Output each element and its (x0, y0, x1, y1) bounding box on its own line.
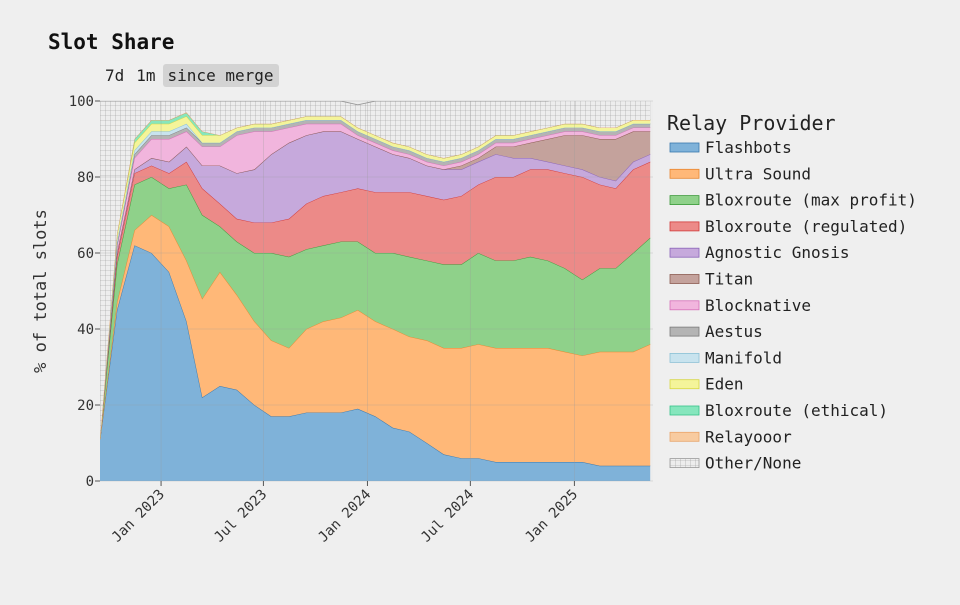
legend-swatch-bloxroute-ethical (669, 405, 700, 416)
x-tick-label: Jan 2025 (522, 487, 581, 546)
area-ultra-sound (100, 215, 651, 466)
y-tick-label: 60 (77, 246, 94, 262)
legend-swatch-other-none (669, 458, 700, 469)
legend-swatch-aestus (669, 326, 700, 337)
legend-swatch-ultra-sound (669, 168, 700, 179)
gridlines (100, 100, 653, 482)
legend-swatch-relayooor (669, 431, 700, 442)
y-axis-title: % of total slots (31, 209, 51, 373)
x-axis: Jan 2023 Jul 2023 Jan 2024 Jul 2024 Jan 2025 (109, 481, 581, 546)
legend-label-flashbots: Flashbots (705, 138, 792, 157)
area-bloxroute-regulated (100, 161, 651, 440)
legend-label-blocknative: Blocknative (705, 296, 811, 315)
legend-label-bloxroute-max-profit: Bloxroute (max profit) (705, 191, 917, 210)
legend-swatch-bloxroute-max-profit (669, 195, 700, 206)
legend-label-other-none: Other/None (705, 454, 801, 473)
area-flashbots (100, 245, 651, 481)
range-tabs: 7d 1m since merge (100, 64, 279, 87)
legend-swatch-bloxroute-regulated (669, 221, 700, 232)
legend-label-relayooor: Relayooor (705, 427, 792, 446)
legend-label-eden: Eden (705, 375, 744, 394)
legend-swatch-flashbots (669, 142, 700, 153)
legend-label-bloxroute-ethical: Bloxroute (ethical) (705, 401, 888, 420)
area-layers (100, 101, 651, 481)
x-tick-label: Jul 2023 (211, 487, 270, 546)
range-tab-1m[interactable]: 1m (136, 66, 156, 85)
x-tick-label: Jan 2024 (315, 487, 374, 546)
chart-title: Slot Share (48, 30, 175, 54)
y-tick-label: 0 (86, 474, 94, 490)
legend-label-bloxroute-regulated: Bloxroute (regulated) (705, 217, 907, 236)
legend-swatch-manifold (669, 352, 700, 363)
legend-label-agnostic-gnosis: Agnostic Gnosis (705, 243, 850, 262)
legend-title: Relay Provider (667, 111, 836, 135)
legend-swatch-agnostic-gnosis (669, 247, 700, 258)
legend-swatch-blocknative (669, 300, 700, 311)
area-titan (100, 131, 651, 440)
legend-label-aestus: Aestus (705, 322, 763, 341)
x-tick-label: Jan 2023 (109, 487, 168, 546)
range-tab-since-merge[interactable]: since merge (162, 64, 279, 87)
y-tick-label: 20 (77, 398, 94, 414)
legend-label-manifold: Manifold (705, 348, 782, 367)
legend-swatch-eden (669, 379, 700, 390)
y-tick-label: 80 (77, 170, 94, 186)
area-blocknative (100, 123, 651, 440)
y-tick-label: 40 (77, 322, 94, 338)
legend-swatch-titan (669, 274, 700, 284)
area-agnostic-gnosis (100, 131, 651, 440)
y-tick-label: 100 (69, 94, 94, 110)
x-tick-label: Jul 2024 (418, 487, 477, 546)
legend-label-ultra-sound: Ultra Sound (705, 164, 811, 183)
legend: Relay Provider Flashbots Ultra Sound Bloxr… (667, 111, 917, 473)
y-axis: 0 20 40 60 80 100 (69, 94, 100, 490)
range-tab-7d[interactable]: 7d (105, 66, 125, 85)
legend-label-titan: Titan (705, 270, 753, 289)
